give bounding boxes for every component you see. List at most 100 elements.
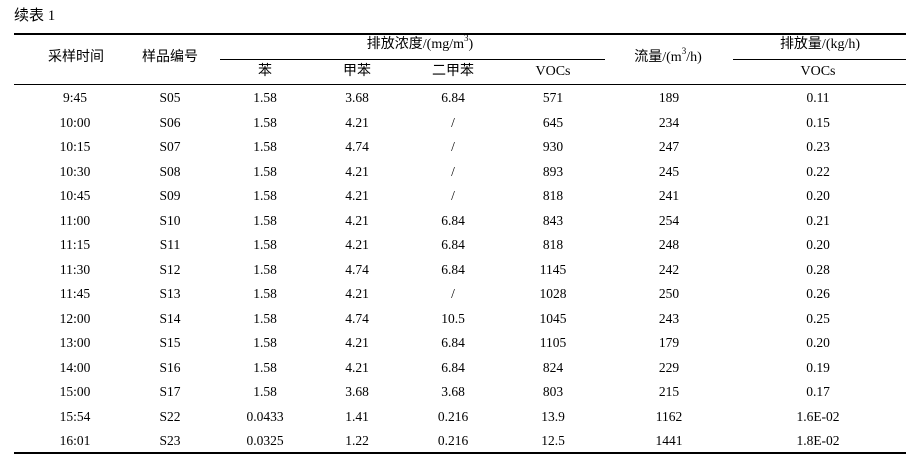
cell-flow: 250 <box>658 286 680 301</box>
cell-vocs: 824 <box>542 359 564 375</box>
cell-sample-id: S08 <box>159 163 181 179</box>
cell-toluene: 4.21 <box>345 237 369 252</box>
cell-sample-id: S07 <box>159 139 181 154</box>
cell-flow: 254 <box>658 212 680 228</box>
cell-xylene: 0.216 <box>437 408 469 424</box>
cell-sample-id: S05 <box>159 90 181 105</box>
header-flow-text: 流量/(m <box>634 50 682 65</box>
cell-flow: 179 <box>658 335 680 350</box>
cell-benzene: 1.58 <box>253 139 277 154</box>
cell-toluene: 4.74 <box>345 310 369 326</box>
table-row: 15:00 S17 1.58 3.68 3.68 803 215 0.17 <box>0 380 921 405</box>
cell-emission-vocs: 0.25 <box>806 310 830 326</box>
cell-emission-vocs: 0.20 <box>806 188 830 203</box>
cell-emission-vocs: 0.20 <box>806 335 830 350</box>
cell-sample-id: S17 <box>159 384 181 399</box>
cell-flow: 245 <box>658 163 680 179</box>
cell-xylene: 0.216 <box>437 433 469 448</box>
header-concentration-sup: 3 <box>464 33 469 44</box>
cell-xylene: 10.5 <box>441 310 465 326</box>
cell-xylene: / <box>451 114 455 130</box>
cell-xylene: 6.84 <box>441 359 465 375</box>
header-concentration-text: 排放浓度/(mg/m <box>366 37 465 52</box>
cell-emission-vocs: 0.17 <box>806 384 830 399</box>
cell-time: 12:00 <box>59 310 91 326</box>
cell-emission-vocs: 0.21 <box>806 212 830 228</box>
cell-toluene: 4.21 <box>345 163 369 179</box>
concentration-subrule <box>220 59 605 60</box>
cell-emission-vocs: 0.23 <box>806 139 830 154</box>
header-time: 采样时间 <box>48 50 104 65</box>
cell-vocs: 843 <box>542 212 564 228</box>
cell-xylene: 6.84 <box>441 335 465 350</box>
cell-toluene: 3.68 <box>345 384 369 399</box>
header-flow-sup: 3 <box>681 46 687 57</box>
table-row: 14:00 S16 1.58 4.21 6.84 824 229 0.19 <box>0 356 921 381</box>
cell-time: 10:45 <box>59 188 91 203</box>
cell-emission-vocs: 0.20 <box>806 237 830 252</box>
cell-vocs: 1028 <box>539 286 567 301</box>
cell-benzene: 1.58 <box>253 384 277 399</box>
cell-sample-id: S10 <box>159 212 181 228</box>
header-flow: 流量/(m3/h) <box>618 47 718 66</box>
cell-xylene: / <box>451 139 455 154</box>
table-row: 10:15 S07 1.58 4.74 / 930 247 0.23 <box>0 135 921 160</box>
cell-xylene: / <box>451 163 455 179</box>
table-top-rule <box>14 33 906 35</box>
cell-time: 11:30 <box>59 261 91 277</box>
header-emission-vocs: VOCs <box>800 64 836 79</box>
cell-toluene: 1.41 <box>345 408 369 424</box>
cell-xylene: / <box>451 188 455 203</box>
cell-benzene: 1.58 <box>253 163 277 179</box>
cell-vocs: 12.5 <box>541 433 565 448</box>
cell-benzene: 1.58 <box>253 90 277 105</box>
cell-xylene: / <box>451 286 455 301</box>
cell-benzene: 0.0325 <box>246 433 284 448</box>
table-row: 16:01 S23 0.0325 1.22 0.216 12.5 1441 1.8E-02 <box>0 429 921 454</box>
header-sample: 样品编号 <box>142 50 198 65</box>
cell-vocs: 818 <box>542 237 564 252</box>
cell-flow: 234 <box>658 114 680 130</box>
table-bottom-rule <box>14 452 906 454</box>
header-flow-tail: /h) <box>686 50 702 65</box>
table-row: 9:45 S05 1.58 3.68 6.84 571 189 0.11 <box>0 86 921 111</box>
cell-emission-vocs: 0.15 <box>806 114 830 130</box>
cell-sample-id: S16 <box>159 359 181 375</box>
emission-subrule <box>733 59 906 60</box>
cell-emission-vocs: 1.6E-02 <box>796 408 840 424</box>
cell-benzene: 1.58 <box>253 212 277 228</box>
cell-sample-id: S12 <box>159 261 181 277</box>
cell-vocs: 1145 <box>539 261 567 277</box>
cell-sample-id: S23 <box>159 433 181 448</box>
cell-sample-id: S22 <box>159 408 181 424</box>
header-bottom-rule <box>14 84 906 85</box>
cell-benzene: 1.58 <box>253 114 277 130</box>
table-row: 15:54 S22 0.0433 1.41 0.216 13.9 1162 1.6E-02 <box>0 405 921 430</box>
cell-benzene: 1.58 <box>253 261 277 277</box>
cell-sample-id: S15 <box>159 335 181 350</box>
cell-vocs: 818 <box>542 188 564 203</box>
cell-time: 15:54 <box>59 408 91 424</box>
cell-toluene: 4.21 <box>345 335 369 350</box>
cell-flow: 1441 <box>655 433 683 448</box>
cell-time: 16:01 <box>59 433 91 448</box>
header-emission-group: 排放量/(kg/h) <box>779 37 861 52</box>
cell-time: 11:45 <box>59 286 91 301</box>
header-toluene: 甲苯 <box>343 64 371 79</box>
cell-sample-id: S14 <box>159 310 181 326</box>
cell-toluene: 3.68 <box>345 90 369 105</box>
cell-time: 9:45 <box>62 90 87 105</box>
cell-time: 15:00 <box>59 384 91 399</box>
cell-flow: 215 <box>658 384 680 399</box>
cell-benzene: 0.0433 <box>246 408 284 424</box>
cell-emission-vocs: 0.22 <box>806 163 830 179</box>
cell-xylene: 3.68 <box>441 384 465 399</box>
cell-toluene: 4.74 <box>345 139 369 154</box>
cell-vocs: 13.9 <box>541 408 565 424</box>
table-row: 12:00 S14 1.58 4.74 10.5 1045 243 0.25 <box>0 307 921 332</box>
cell-emission-vocs: 1.8E-02 <box>796 433 840 448</box>
table-row: 10:30 S08 1.58 4.21 / 893 245 0.22 <box>0 160 921 185</box>
table-caption: 续表 1 <box>14 8 56 24</box>
cell-time: 10:15 <box>59 139 91 154</box>
cell-vocs: 893 <box>542 163 564 179</box>
